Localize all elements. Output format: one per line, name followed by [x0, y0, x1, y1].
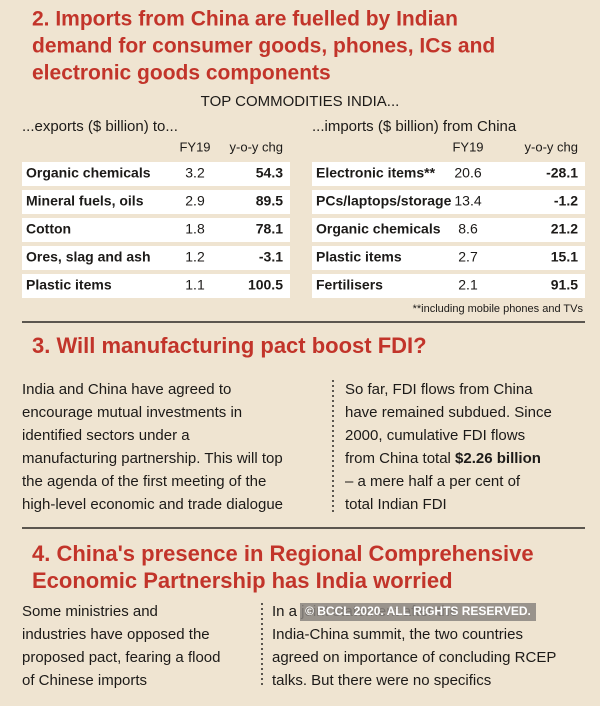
- heading: 4. China's presence in Regional Comprehe…: [32, 541, 534, 566]
- heading: demand for consumer goods, phones, ICs a…: [32, 35, 495, 58]
- paragraph-line: India-China summit, the two countries: [272, 626, 523, 643]
- table-caption: ...exports ($ billion) to...: [22, 118, 178, 135]
- row-value: 2.1: [458, 277, 478, 293]
- column-header: y-o-y chg: [230, 139, 283, 154]
- row-label: Organic chemicals: [26, 165, 151, 181]
- paragraph-line: agreed on importance of concluding RCEP: [272, 649, 556, 666]
- row-value: 2.9: [185, 193, 205, 209]
- row-value: 20.6: [454, 165, 481, 181]
- subtitle: TOP COMMODITIES INDIA...: [201, 93, 400, 110]
- table-caption: ...imports ($ billion) from China: [312, 118, 517, 135]
- paragraph-line: total Indian FDI: [345, 496, 447, 513]
- heading: Economic Partnership has India worried: [32, 568, 453, 593]
- row-change: 15.1: [551, 249, 578, 265]
- row-label: Electronic items**: [316, 165, 436, 181]
- row-change: 91.5: [551, 277, 578, 293]
- row-value: 1.2: [185, 249, 205, 265]
- column-header: y-o-y chg: [525, 139, 578, 154]
- watermark: © BCCL 2020. ALL RIGHTS RESERVED.: [305, 604, 531, 618]
- paragraph-line: proposed pact, fearing a flood: [22, 649, 220, 666]
- row-value: 1.1: [185, 277, 205, 293]
- column-header: FY19: [179, 139, 210, 154]
- heading: 3. Will manufacturing pact boost FDI?: [32, 333, 427, 358]
- paragraph-line: India and China have agreed to: [22, 381, 231, 398]
- row-change: 78.1: [256, 221, 283, 237]
- paragraph-line: – a mere half a per cent of: [345, 473, 521, 490]
- row-label: Mineral fuels, oils: [26, 193, 144, 209]
- row-change: -28.1: [546, 165, 578, 181]
- row-value: 8.6: [458, 221, 478, 237]
- table-row: [22, 274, 290, 298]
- heading: electronic goods components: [32, 62, 331, 85]
- paragraph-line: talks. But there were no specifics: [272, 672, 491, 689]
- table-row: [312, 162, 585, 186]
- paragraph-text: from China total: [345, 450, 455, 467]
- table-row: [22, 162, 290, 186]
- row-change: 89.5: [256, 193, 283, 209]
- table-row: [312, 246, 585, 270]
- row-change: 54.3: [256, 165, 283, 181]
- row-label: PCs/laptops/storage: [316, 193, 452, 209]
- row-label: Plastic items: [26, 277, 112, 293]
- paragraph-line: from China total $2.26 billion: [345, 450, 541, 467]
- row-label: Ores, slag and ash: [26, 249, 151, 265]
- paragraph-line: high-level economic and trade dialogue: [22, 496, 283, 513]
- row-label: Cotton: [26, 221, 71, 237]
- table-row: [22, 190, 290, 214]
- row-change: -1.2: [554, 193, 578, 209]
- footnote: **including mobile phones and TVs: [413, 303, 584, 315]
- row-label: Fertilisers: [316, 277, 383, 293]
- column-header: FY19: [452, 139, 483, 154]
- table-row: [312, 218, 585, 242]
- paragraph-line: of Chinese imports: [22, 672, 147, 689]
- paragraph-line: Some ministries and: [22, 603, 158, 620]
- table-row: [312, 274, 585, 298]
- watermark-band: [300, 603, 536, 621]
- row-change: 100.5: [248, 277, 283, 293]
- row-value: 1.8: [185, 221, 205, 237]
- table-row: [22, 218, 290, 242]
- table-row: [22, 246, 290, 270]
- row-change: -3.1: [259, 249, 283, 265]
- row-value: 2.7: [458, 249, 478, 265]
- row-value: 13.4: [454, 193, 481, 209]
- table-row: [312, 190, 585, 214]
- row-label: Plastic items: [316, 249, 402, 265]
- emphasis: $2.26 billion: [455, 450, 541, 467]
- row-change: 21.2: [551, 221, 578, 237]
- paragraph-line: identified sectors under a: [22, 427, 190, 444]
- heading: 2. Imports from China are fuelled by Ind…: [32, 8, 458, 31]
- paragraph-line: industries have opposed the: [22, 626, 210, 643]
- row-label: Organic chemicals: [316, 221, 441, 237]
- paragraph-line: 2000, cumulative FDI flows: [345, 427, 525, 444]
- paragraph-line: So far, FDI flows from China: [345, 381, 533, 398]
- row-value: 3.2: [185, 165, 205, 181]
- paragraph-line: encourage mutual investments in: [22, 404, 242, 421]
- paragraph-line: have remained subdued. Since: [345, 404, 552, 421]
- paragraph-line: the agenda of the first meeting of the: [22, 473, 266, 490]
- paragraph-line: manufacturing partnership. This will top: [22, 450, 283, 467]
